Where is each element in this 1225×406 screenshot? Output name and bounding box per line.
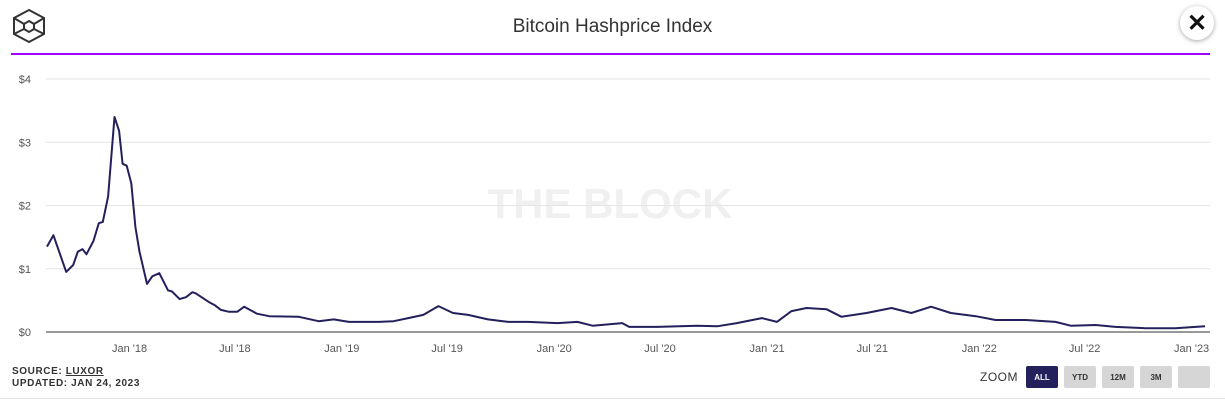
y-tick-label: $1 [19,264,31,276]
the-block-logo [11,8,47,44]
close-button[interactable]: ✕ [1180,6,1214,40]
x-tick-label: Jul '19 [431,343,462,355]
y-tick-label: $3 [19,137,31,149]
line-chart: THE BLOCK $0 $1 $2 $3 $4 Jan '18 Jul '18 Jan '1… [19,74,1210,355]
y-tick-label: $2 [19,201,31,213]
x-tick-label: Jul '21 [857,343,888,355]
source-link[interactable]: LUXOR [65,366,104,377]
footer-info: SOURCE: LUXOR UPDATED: JAN 24, 2023 [12,366,140,390]
x-tick-label: Jan '23 [1174,343,1209,355]
zoom-label: ZOOM [980,370,1018,384]
y-tick-label: $4 [19,74,31,86]
zoom-12m-button[interactable]: 12M [1102,366,1134,388]
updated-date: UPDATED: JAN 24, 2023 [12,378,141,389]
close-icon: ✕ [1186,9,1208,37]
x-tick-label: Jan '18 [112,343,147,355]
watermark: THE BLOCK [488,180,733,227]
zoom-all-button[interactable]: ALL [1026,366,1058,388]
y-tick-label: $0 [19,327,31,339]
x-tick-label: Jul '18 [219,343,250,355]
x-tick-label: Jul '22 [1069,343,1100,355]
x-tick-label: Jan '22 [962,343,997,355]
series-line [46,116,1206,330]
zoom-ytd-button[interactable]: YTD [1064,366,1096,388]
zoom-extra-button[interactable] [1178,366,1210,388]
zoom-3m-button[interactable]: 3M [1140,366,1172,388]
zoom-controls: ZOOM ALL YTD 12M 3M [980,366,1210,388]
cube-logo-icon [13,8,45,44]
x-tick-label: Jan '20 [537,343,572,355]
x-tick-label: Jul '20 [644,343,675,355]
x-tick-label: Jan '19 [324,343,359,355]
bottom-divider [0,398,1225,399]
x-tick-label: Jan '21 [749,343,784,355]
chart-title: Bitcoin Hashprice Index [512,16,713,37]
source-label: SOURCE: [12,366,63,377]
accent-divider [11,53,1210,55]
